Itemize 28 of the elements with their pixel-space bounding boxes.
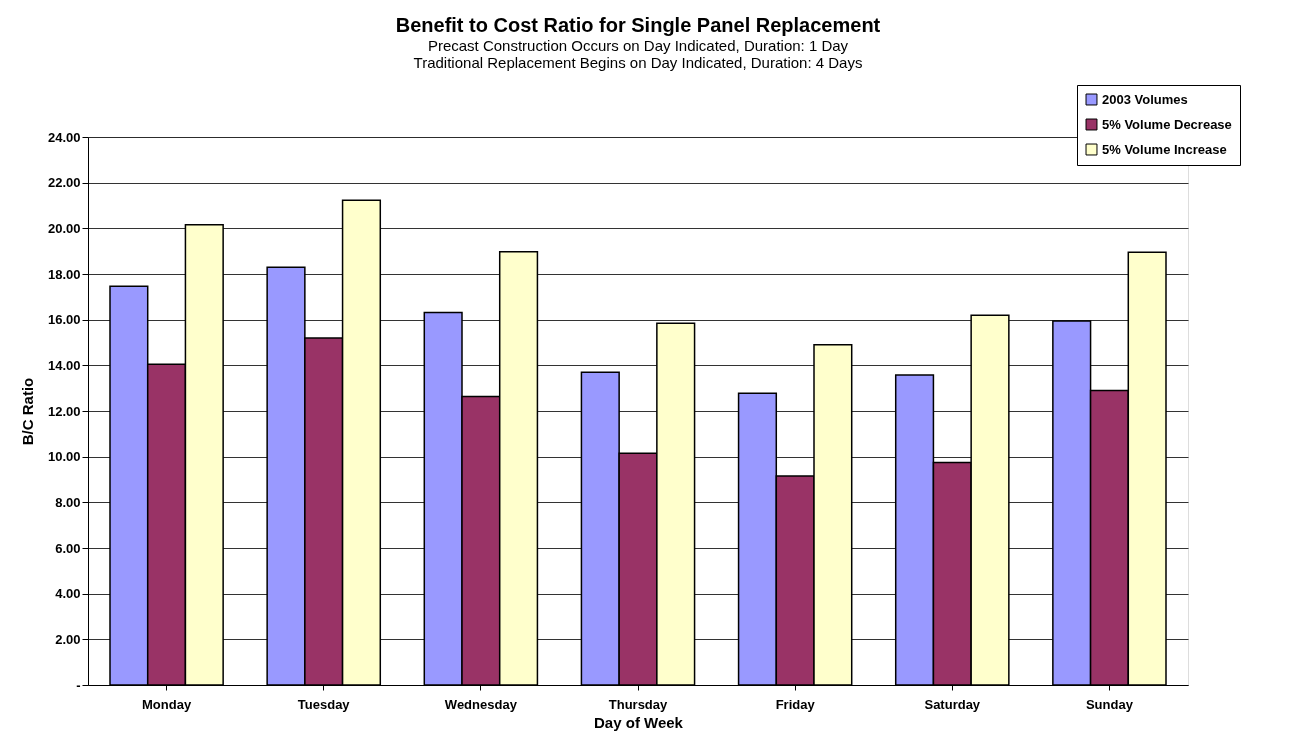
x-tick-label: Tuesday [297,696,351,712]
y-tick-label: 24.00 [47,129,81,145]
y-tick-label: 18.00 [47,266,81,282]
x-axis-title: Day of Week [594,713,684,731]
y-tick-label: 14.00 [47,357,81,373]
y-tick-label: 20.00 [47,220,81,236]
y-tick-label: 4.00 [55,586,81,602]
y-tick-label: - [76,677,81,693]
y-tick-label: 12.00 [47,403,81,419]
text: Precast Construction Occurs on Day Indicated, Duration: 1 Day [427,36,849,54]
y-tick-label: 8.00 [55,494,81,510]
x-tick-label: Thursday [608,696,669,712]
x-tick-label: Saturday [924,696,981,712]
y-axis-title: B/C Ratio [18,377,36,446]
x-tick-label: Friday [775,696,816,712]
legend-label: 5% Volume Increase [1102,141,1227,157]
text: Traditional Replacement Begins on Day Indicated, Duration: 4 Days [413,53,863,71]
legend-label: 2003 Volumes [1102,91,1188,107]
x-tick-label: Sunday [1085,696,1134,712]
y-tick-label: 10.00 [47,449,81,465]
y-tick-label: 2.00 [55,631,81,647]
chart-title: Benefit to Cost Ratio for Single Panel Replacement [395,13,881,36]
x-tick-label: Wednesday [444,696,518,712]
x-tick-label: Monday [142,696,192,712]
y-tick-label: 16.00 [47,312,81,328]
y-tick-label: 22.00 [47,175,81,191]
y-tick-label: 6.00 [55,540,81,556]
legend-label: 5% Volume Decrease [1102,116,1232,132]
